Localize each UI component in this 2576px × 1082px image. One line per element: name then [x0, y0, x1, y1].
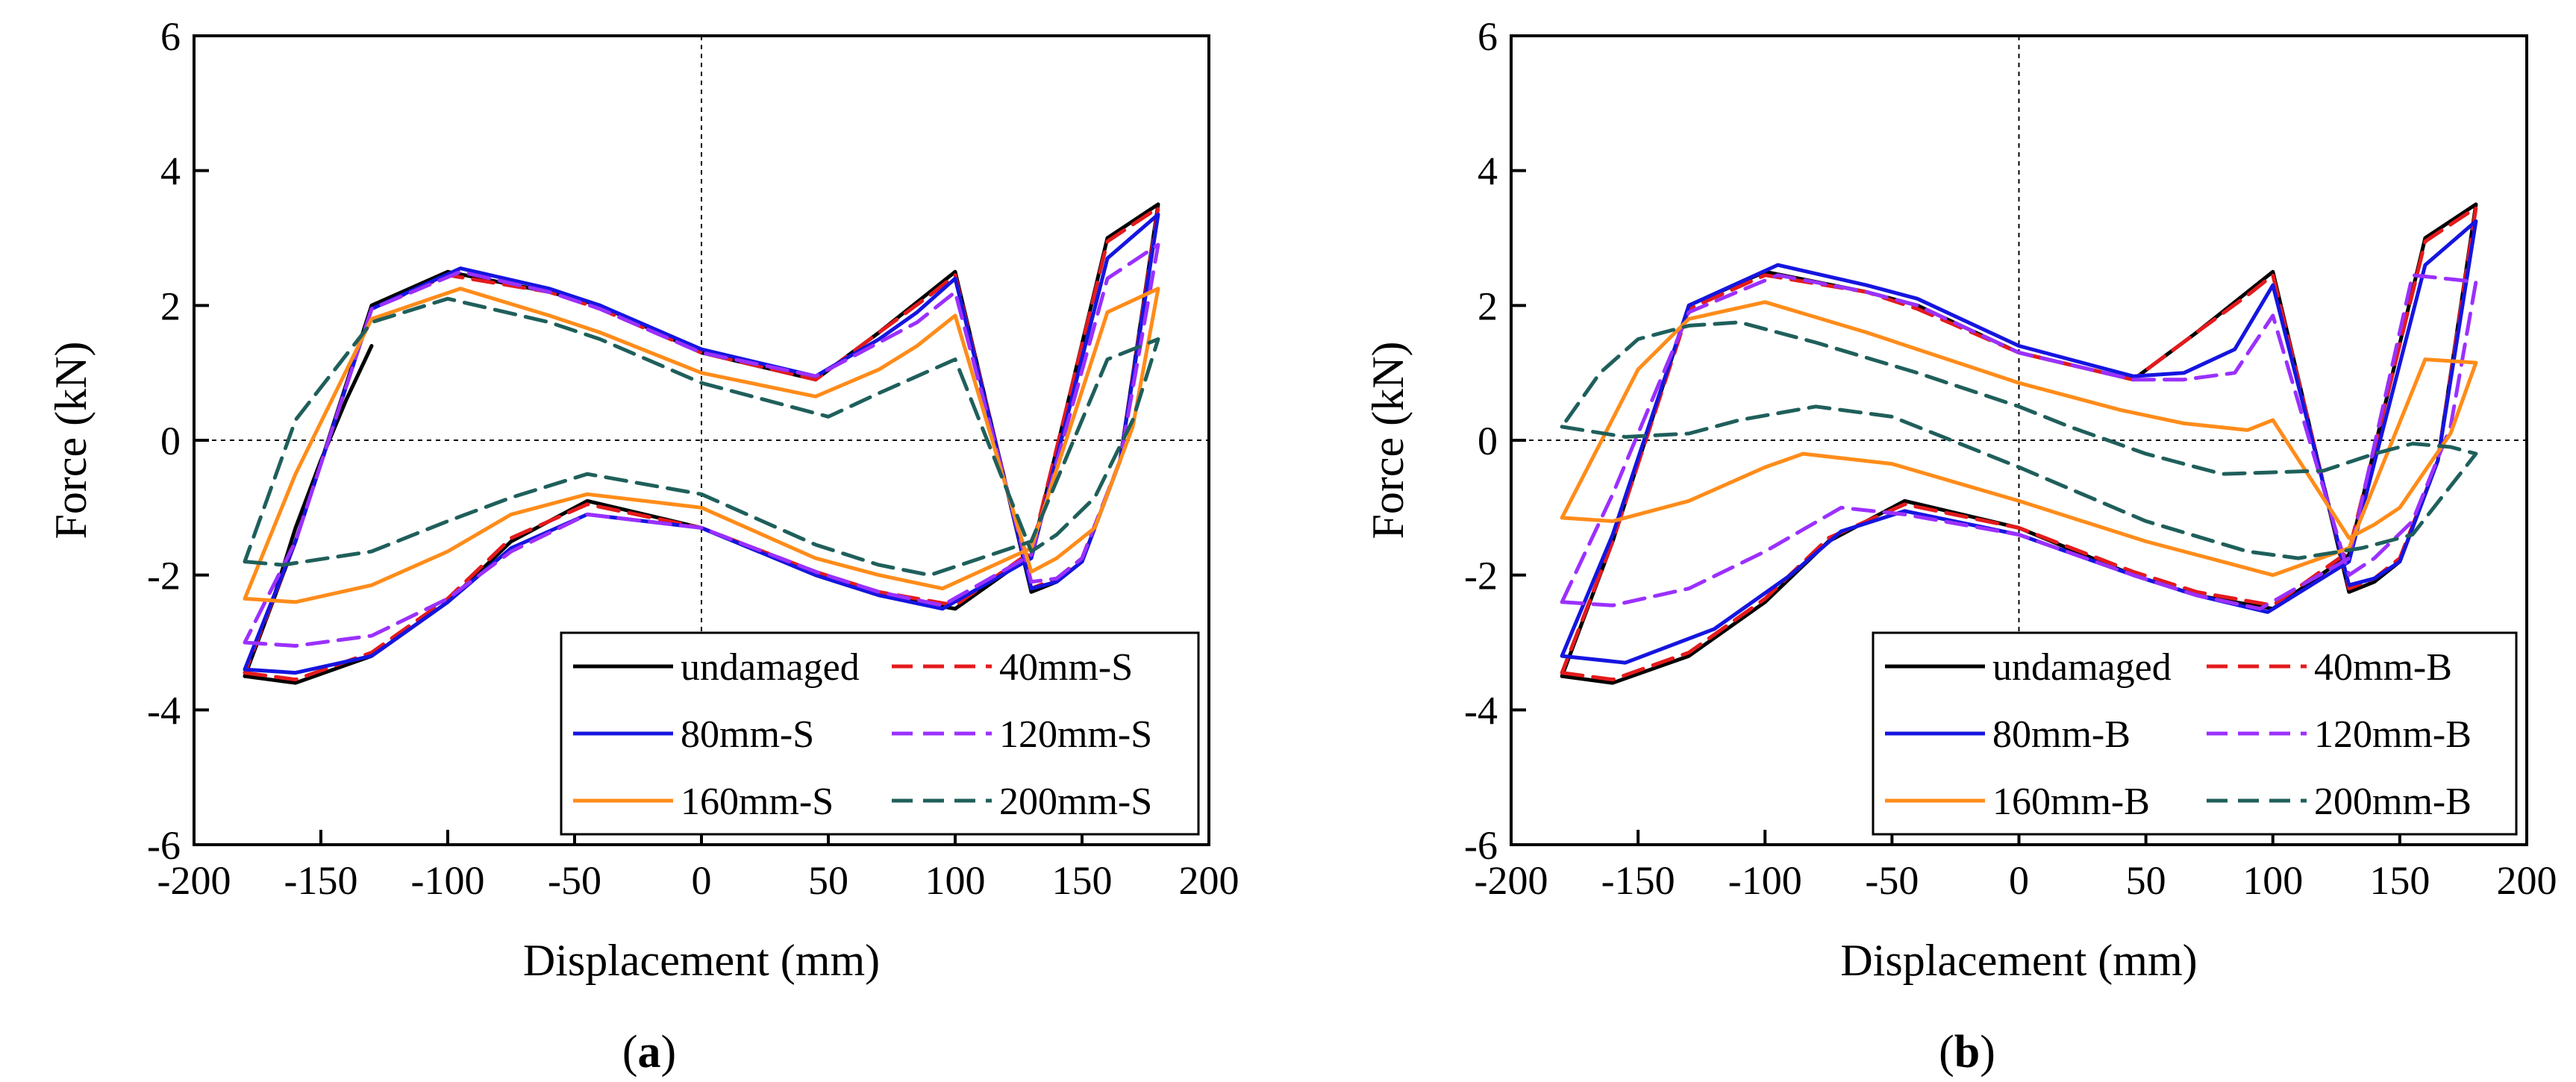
chart-b-x-tick-label: 150 [2369, 858, 2430, 903]
chart-a-legend: undamaged 40mm-S 80mm-S 120mm-S 160mm-S 200mm… [560, 631, 1200, 836]
chart-a-legend-label-200mm-S: 200mm-S [999, 781, 1152, 823]
chart-a-y-tick-label: 0 [160, 419, 181, 463]
chart-b-y-tick-label: 0 [1478, 419, 1498, 463]
chart-b-series-80mm-B [1560, 219, 2478, 665]
chart-a-x-tick-label: -150 [284, 858, 358, 903]
chart-a-legend-label-undamaged: undamaged [681, 646, 860, 689]
chart-b-series-200mm-B [1560, 320, 2478, 560]
chart-b-x-tick-label: -150 [1601, 858, 1675, 903]
chart-b-y-tick-label: 6 [1478, 14, 1498, 59]
chart-b-series-40mm-B [1560, 205, 2478, 682]
chart-b-series-160mm-B [1560, 300, 2478, 578]
chart-b-legend-label-160mm-B: 160mm-B [1992, 781, 2150, 823]
chart-a-y-tick-label: 4 [160, 149, 181, 194]
panel-b-label: (b) [1939, 1027, 1995, 1078]
chart-b-x-tick-label: 50 [2126, 858, 2166, 903]
chart-b-x-tick-label: 200 [2497, 858, 2557, 903]
chart-a-legend-label-40mm-S: 40mm-S [999, 646, 1133, 689]
chart-b-series-120mm-B [1560, 273, 2478, 611]
chart-b-x-tick-label: -100 [1728, 858, 1802, 903]
chart-b-y-tick-label: -2 [1464, 554, 1498, 598]
chart-a-series-120mm-S [243, 243, 1160, 648]
chart-b-x-tick-label: -200 [1475, 858, 1548, 903]
chart-a-series-160mm-S [243, 287, 1160, 604]
chart-a-x-axis-title: Displacement (mm) [523, 936, 880, 985]
chart-a-y-tick-label: -2 [147, 554, 181, 598]
chart-a-x-tick-label: 50 [808, 858, 848, 903]
chart-a-legend-label-160mm-S: 160mm-S [681, 781, 834, 823]
chart-b-y-axis-title: Force (kN) [1363, 342, 1413, 540]
chart-a-y-tick-label: -6 [147, 823, 181, 868]
chart-b-legend-label-120mm-B: 120mm-B [2314, 713, 2472, 756]
panel-a: -200 -150 -100 -50 0 50 100 150 200 -6 -4 -2 0 2 4 6 Dis… [46, 14, 1239, 985]
chart-b-legend-label-200mm-B: 200mm-B [2314, 781, 2472, 823]
chart-a-x-tick-label: 100 [925, 858, 986, 903]
chart-a-y-tick-label: 6 [160, 14, 181, 59]
panel-a-label: (a) [622, 1027, 676, 1078]
chart-b-legend-label-40mm-B: 40mm-B [2314, 646, 2452, 689]
chart-b-x-tick-label: 0 [2009, 858, 2029, 903]
chart-b-legend: undamaged 40mm-B 80mm-B 120mm-B 160mm-B 200mm… [1872, 631, 2518, 836]
chart-a-legend-label-80mm-S: 80mm-S [681, 713, 814, 756]
chart-a-y-tick-label: -4 [147, 688, 181, 733]
chart-b-y-tick-label: -6 [1464, 823, 1498, 868]
chart-a-series-200mm-S [243, 296, 1160, 578]
chart-a-x-tick-label: 0 [692, 858, 712, 903]
chart-b-legend-label-80mm-B: 80mm-B [1992, 713, 2130, 756]
chart-a-x-tick-label: -100 [411, 858, 485, 903]
chart-b-legend-label-undamaged: undamaged [1992, 646, 2172, 689]
chart-a-x-tick-label: -200 [157, 858, 231, 903]
chart-a-y-tick-label: 2 [160, 284, 181, 328]
chart-b-x-axis-title: Displacement (mm) [1840, 936, 2197, 985]
chart-b-y-tick-label: 2 [1478, 284, 1498, 328]
chart-b-x-tick-label: -50 [1865, 858, 1919, 903]
chart-a-y-axis-title: Force (kN) [46, 342, 96, 540]
chart-b-x-tick-label: 100 [2242, 858, 2303, 903]
chart-a-x-tick-label: 200 [1179, 858, 1239, 903]
chart-a-x-tick-label: -50 [548, 858, 601, 903]
chart-a-x-tick-label: 150 [1052, 858, 1113, 903]
chart-b-y-tick-label: -4 [1464, 688, 1498, 733]
panel-b: -200 -150 -100 -50 0 50 100 150 200 -6 -4 -2 0 2 4 6 Dis… [1363, 14, 2557, 985]
chart-a-legend-label-120mm-S: 120mm-S [999, 713, 1152, 756]
chart-b-y-tick-label: 4 [1478, 149, 1498, 194]
